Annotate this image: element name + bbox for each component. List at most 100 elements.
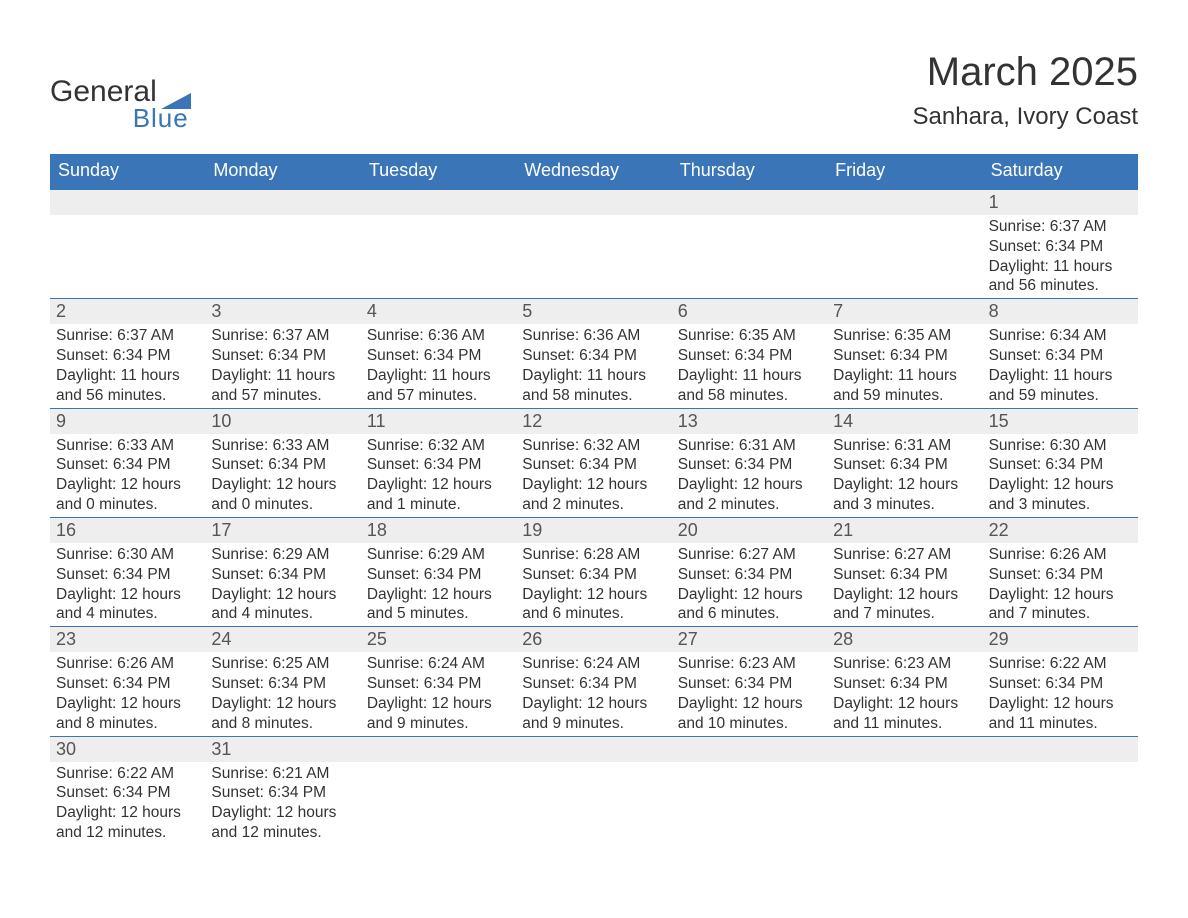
sunrise-text: Sunrise: 6:21 AM bbox=[211, 764, 354, 784]
daylight-text: Daylight: 12 hours and 5 minutes. bbox=[367, 585, 510, 625]
calendar-cell: 27Sunrise: 6:23 AMSunset: 6:34 PMDayligh… bbox=[672, 626, 827, 735]
daylight-text: Daylight: 12 hours and 4 minutes. bbox=[211, 585, 354, 625]
daylight-text: Daylight: 11 hours and 56 minutes. bbox=[56, 366, 199, 406]
cell-details: Sunrise: 6:26 AMSunset: 6:34 PMDaylight:… bbox=[50, 652, 205, 733]
date-number: 21 bbox=[827, 518, 982, 543]
logo: General Blue bbox=[50, 50, 191, 134]
sunset-text: Sunset: 6:34 PM bbox=[678, 674, 821, 694]
calendar-cell: 30Sunrise: 6:22 AMSunset: 6:34 PMDayligh… bbox=[50, 736, 205, 845]
day-header: Wednesday bbox=[516, 154, 671, 189]
sunset-text: Sunset: 6:34 PM bbox=[989, 346, 1132, 366]
sunrise-text: Sunrise: 6:24 AM bbox=[522, 654, 665, 674]
cell-details: Sunrise: 6:37 AMSunset: 6:34 PMDaylight:… bbox=[50, 324, 205, 405]
date-number: 4 bbox=[361, 299, 516, 324]
calendar-cell bbox=[672, 189, 827, 298]
daylight-text: Daylight: 12 hours and 8 minutes. bbox=[56, 694, 199, 734]
sunset-text: Sunset: 6:34 PM bbox=[522, 346, 665, 366]
calendar-cell bbox=[361, 189, 516, 298]
calendar-cell: 17Sunrise: 6:29 AMSunset: 6:34 PMDayligh… bbox=[205, 517, 360, 626]
calendar-cell: 12Sunrise: 6:32 AMSunset: 6:34 PMDayligh… bbox=[516, 408, 671, 517]
sunset-text: Sunset: 6:34 PM bbox=[56, 455, 199, 475]
sunset-text: Sunset: 6:34 PM bbox=[211, 783, 354, 803]
sunrise-text: Sunrise: 6:22 AM bbox=[56, 764, 199, 784]
sunrise-text: Sunrise: 6:32 AM bbox=[367, 436, 510, 456]
daylight-text: Daylight: 12 hours and 7 minutes. bbox=[833, 585, 976, 625]
calendar-cell bbox=[50, 189, 205, 298]
sunset-text: Sunset: 6:34 PM bbox=[367, 674, 510, 694]
calendar-cell: 19Sunrise: 6:28 AMSunset: 6:34 PMDayligh… bbox=[516, 517, 671, 626]
sunset-text: Sunset: 6:34 PM bbox=[211, 346, 354, 366]
cell-details: Sunrise: 6:37 AMSunset: 6:34 PMDaylight:… bbox=[205, 324, 360, 405]
date-number: 16 bbox=[50, 518, 205, 543]
daylight-text: Daylight: 12 hours and 8 minutes. bbox=[211, 694, 354, 734]
sunrise-text: Sunrise: 6:26 AM bbox=[989, 545, 1132, 565]
sunset-text: Sunset: 6:34 PM bbox=[678, 346, 821, 366]
calendar-cell: 15Sunrise: 6:30 AMSunset: 6:34 PMDayligh… bbox=[983, 408, 1138, 517]
page-header: General Blue March 2025 Sanhara, Ivory C… bbox=[50, 50, 1138, 134]
daylight-text: Daylight: 12 hours and 6 minutes. bbox=[522, 585, 665, 625]
date-number bbox=[827, 190, 982, 215]
cell-details: Sunrise: 6:35 AMSunset: 6:34 PMDaylight:… bbox=[827, 324, 982, 405]
sunset-text: Sunset: 6:34 PM bbox=[56, 565, 199, 585]
calendar-cell bbox=[672, 736, 827, 845]
daylight-text: Daylight: 11 hours and 58 minutes. bbox=[522, 366, 665, 406]
cell-details: Sunrise: 6:24 AMSunset: 6:34 PMDaylight:… bbox=[361, 652, 516, 733]
cell-details: Sunrise: 6:34 AMSunset: 6:34 PMDaylight:… bbox=[983, 324, 1138, 405]
calendar-cell: 3Sunrise: 6:37 AMSunset: 6:34 PMDaylight… bbox=[205, 298, 360, 407]
sunset-text: Sunset: 6:34 PM bbox=[56, 674, 199, 694]
calendar-cell bbox=[516, 189, 671, 298]
daylight-text: Daylight: 12 hours and 0 minutes. bbox=[56, 475, 199, 515]
cell-details: Sunrise: 6:27 AMSunset: 6:34 PMDaylight:… bbox=[672, 543, 827, 624]
sunset-text: Sunset: 6:34 PM bbox=[833, 565, 976, 585]
daylight-text: Daylight: 12 hours and 2 minutes. bbox=[678, 475, 821, 515]
date-number: 18 bbox=[361, 518, 516, 543]
date-number: 26 bbox=[516, 627, 671, 652]
calendar-cell: 6Sunrise: 6:35 AMSunset: 6:34 PMDaylight… bbox=[672, 298, 827, 407]
cell-details: Sunrise: 6:36 AMSunset: 6:34 PMDaylight:… bbox=[361, 324, 516, 405]
daylight-text: Daylight: 12 hours and 12 minutes. bbox=[56, 803, 199, 843]
daylight-text: Daylight: 12 hours and 9 minutes. bbox=[522, 694, 665, 734]
calendar-cell: 26Sunrise: 6:24 AMSunset: 6:34 PMDayligh… bbox=[516, 626, 671, 735]
sunset-text: Sunset: 6:34 PM bbox=[211, 455, 354, 475]
date-number: 11 bbox=[361, 409, 516, 434]
calendar-cell: 5Sunrise: 6:36 AMSunset: 6:34 PMDaylight… bbox=[516, 298, 671, 407]
date-number: 10 bbox=[205, 409, 360, 434]
sunset-text: Sunset: 6:34 PM bbox=[678, 565, 821, 585]
calendar-cell bbox=[516, 736, 671, 845]
calendar-cell: 4Sunrise: 6:36 AMSunset: 6:34 PMDaylight… bbox=[361, 298, 516, 407]
sunrise-text: Sunrise: 6:35 AM bbox=[833, 326, 976, 346]
sunrise-text: Sunrise: 6:37 AM bbox=[56, 326, 199, 346]
sunrise-text: Sunrise: 6:29 AM bbox=[367, 545, 510, 565]
sunset-text: Sunset: 6:34 PM bbox=[989, 455, 1132, 475]
calendar-cell: 14Sunrise: 6:31 AMSunset: 6:34 PMDayligh… bbox=[827, 408, 982, 517]
calendar-cell: 1Sunrise: 6:37 AMSunset: 6:34 PMDaylight… bbox=[983, 189, 1138, 298]
date-number: 1 bbox=[983, 190, 1138, 215]
daylight-text: Daylight: 12 hours and 0 minutes. bbox=[211, 475, 354, 515]
date-number: 13 bbox=[672, 409, 827, 434]
date-number: 20 bbox=[672, 518, 827, 543]
sunset-text: Sunset: 6:34 PM bbox=[211, 565, 354, 585]
daylight-text: Daylight: 12 hours and 3 minutes. bbox=[989, 475, 1132, 515]
daylight-text: Daylight: 12 hours and 1 minute. bbox=[367, 475, 510, 515]
cell-details: Sunrise: 6:35 AMSunset: 6:34 PMDaylight:… bbox=[672, 324, 827, 405]
sunrise-text: Sunrise: 6:37 AM bbox=[989, 217, 1132, 237]
daylight-text: Daylight: 11 hours and 58 minutes. bbox=[678, 366, 821, 406]
date-number bbox=[516, 190, 671, 215]
cell-details: Sunrise: 6:32 AMSunset: 6:34 PMDaylight:… bbox=[361, 434, 516, 515]
sunset-text: Sunset: 6:34 PM bbox=[989, 237, 1132, 257]
cell-details: Sunrise: 6:32 AMSunset: 6:34 PMDaylight:… bbox=[516, 434, 671, 515]
calendar-grid: SundayMondayTuesdayWednesdayThursdayFrid… bbox=[50, 154, 1138, 845]
date-number bbox=[361, 737, 516, 762]
cell-details: Sunrise: 6:31 AMSunset: 6:34 PMDaylight:… bbox=[827, 434, 982, 515]
daylight-text: Daylight: 11 hours and 57 minutes. bbox=[367, 366, 510, 406]
calendar-cell: 10Sunrise: 6:33 AMSunset: 6:34 PMDayligh… bbox=[205, 408, 360, 517]
cell-details: Sunrise: 6:33 AMSunset: 6:34 PMDaylight:… bbox=[205, 434, 360, 515]
sunset-text: Sunset: 6:34 PM bbox=[522, 565, 665, 585]
calendar-cell: 20Sunrise: 6:27 AMSunset: 6:34 PMDayligh… bbox=[672, 517, 827, 626]
cell-details: Sunrise: 6:23 AMSunset: 6:34 PMDaylight:… bbox=[827, 652, 982, 733]
date-number bbox=[672, 190, 827, 215]
calendar-cell bbox=[983, 736, 1138, 845]
sunrise-text: Sunrise: 6:22 AM bbox=[989, 654, 1132, 674]
sunrise-text: Sunrise: 6:29 AM bbox=[211, 545, 354, 565]
cell-details: Sunrise: 6:21 AMSunset: 6:34 PMDaylight:… bbox=[205, 762, 360, 843]
